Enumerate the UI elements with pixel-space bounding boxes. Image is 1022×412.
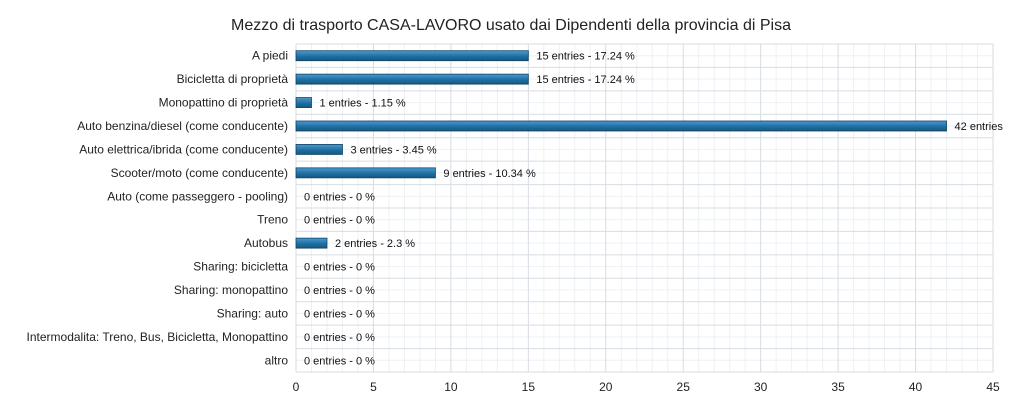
category-label: Auto (come passeggero - pooling) (107, 189, 288, 203)
chart-title: Mezzo di trasporto CASA-LAVORO usato dai… (231, 17, 791, 34)
category-label: Scooter/moto (come conducente) (111, 166, 288, 180)
data-label: 0 entries - 0 % (304, 355, 375, 367)
data-label: 1 entries - 1.15 % (319, 98, 405, 110)
bar (295, 73, 529, 85)
category-label: Autobus (244, 236, 288, 250)
x-tick-label: 40 (909, 380, 923, 394)
data-label: 0 entries - 0 % (304, 215, 375, 227)
data-label: 3 entries - 3.45 % (350, 144, 436, 156)
data-label: 42 entries (955, 121, 1004, 133)
x-tick-label: 0 (293, 380, 300, 394)
data-label: 15 entries - 17.24 % (536, 51, 635, 63)
x-tick-label: 5 (370, 380, 377, 394)
bar (295, 167, 436, 179)
bar (295, 237, 328, 249)
category-label: Bicicletta di proprietà (177, 72, 289, 86)
category-label: Sharing: auto (217, 306, 289, 320)
x-tick-label: 20 (599, 380, 613, 394)
category-label: Intermodalita: Treno, Bus, Bicicletta, M… (27, 330, 289, 344)
data-label: 0 entries - 0 % (304, 332, 375, 344)
bar (295, 50, 529, 62)
category-label: Auto elettrica/ibrida (come conducente) (79, 142, 288, 156)
x-tick-label: 30 (754, 380, 768, 394)
data-label: 0 entries - 0 % (304, 262, 375, 274)
data-label: 15 entries - 17.24 % (536, 74, 635, 86)
x-tick-label: 10 (444, 380, 458, 394)
category-labels: A piedi Bicicletta di proprietà Monopattin… (27, 49, 289, 368)
bars (295, 50, 947, 249)
category-label: Treno (257, 213, 288, 227)
category-label: Sharing: monopattino (174, 283, 288, 297)
bar (295, 97, 312, 108)
category-label: Monopattino di proprietà (159, 96, 289, 110)
category-label: A piedi (252, 49, 288, 63)
x-tick-label: 15 (522, 380, 536, 394)
grid (295, 43, 994, 373)
x-tick-label: 25 (677, 380, 691, 394)
data-label: 0 entries - 0 % (304, 308, 375, 320)
data-label: 9 entries - 10.34 % (443, 168, 536, 180)
x-axis-ticks: 0 5 10 15 20 25 30 35 40 45 (293, 380, 1000, 394)
data-label: 0 entries - 0 % (304, 191, 375, 203)
category-label: altro (265, 353, 289, 367)
category-label: Sharing: bicicletta (193, 260, 288, 274)
data-label: 0 entries - 0 % (304, 285, 375, 297)
data-label: 2 entries - 2.3 % (335, 238, 415, 250)
bar (295, 120, 947, 132)
bar (295, 144, 343, 155)
x-tick-label: 45 (986, 380, 1000, 394)
x-tick-label: 35 (831, 380, 845, 394)
category-label: Auto benzina/diesel (come conducente) (77, 119, 288, 133)
data-labels: 15 entries - 17.24 % 15 entries - 17.24 %… (304, 51, 1003, 368)
